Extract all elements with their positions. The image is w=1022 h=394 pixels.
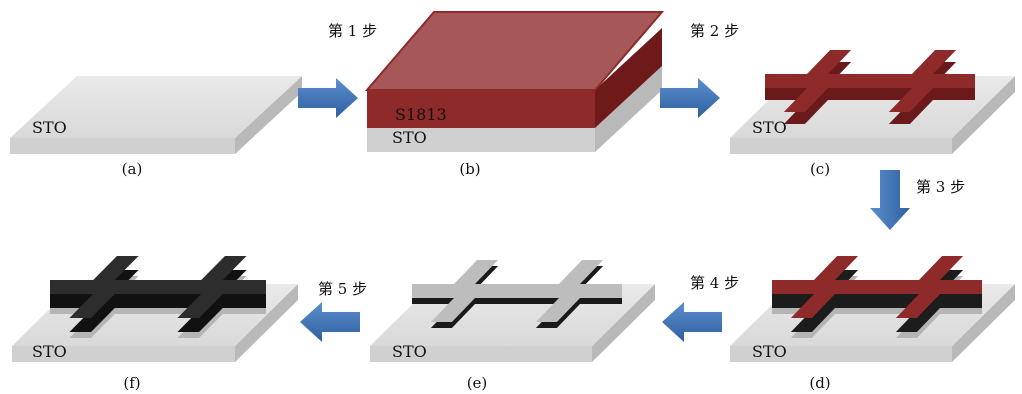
panel-d: STO (d)	[730, 256, 1015, 392]
caption-d: (d)	[809, 374, 830, 392]
panel-a: STO (a)	[10, 76, 302, 178]
resist-on-film-pattern	[772, 256, 982, 338]
panel-c: STO (c)	[730, 50, 1015, 178]
resist-label: S1813	[395, 105, 447, 124]
resist-side	[595, 28, 662, 128]
substrate-label: STO	[392, 342, 427, 361]
substrate-side	[952, 76, 1015, 154]
arrow-step-2	[660, 78, 720, 118]
caption-e: (e)	[467, 374, 488, 392]
caption-a: (a)	[122, 160, 143, 178]
step-3-label: 第 3 步	[916, 178, 965, 196]
step-2-label: 第 2 步	[690, 22, 739, 40]
substrate-side	[235, 284, 298, 362]
film-pattern	[50, 256, 266, 338]
film-pattern	[412, 260, 622, 328]
substrate-front	[730, 138, 952, 154]
arrow-step-5	[300, 302, 360, 342]
panel-e: STO (e)	[370, 260, 655, 392]
step-4-label: 第 4 步	[690, 274, 739, 292]
step-1-label: 第 1 步	[328, 22, 377, 40]
substrate-top	[10, 76, 302, 138]
substrate-label: STO	[392, 128, 427, 147]
substrate-label: STO	[32, 118, 67, 137]
substrate-side	[235, 76, 302, 154]
resist-pattern	[765, 50, 975, 124]
caption-c: (c)	[810, 160, 830, 178]
arrow-step-3	[870, 170, 910, 230]
step-5-label: 第 5 步	[318, 280, 367, 298]
panel-b: S1813 STO (b)	[364, 11, 665, 178]
substrate-front	[12, 346, 235, 362]
substrate-side	[592, 284, 655, 362]
substrate-label: STO	[32, 342, 67, 361]
arrow-step-4	[662, 302, 722, 342]
caption-f: (f)	[123, 374, 140, 392]
panel-f: STO (f)	[12, 256, 298, 392]
substrate-front	[730, 346, 952, 362]
substrate-side	[595, 66, 662, 152]
arrow-step-1	[298, 78, 358, 118]
substrate-front	[367, 128, 595, 152]
substrate-front	[370, 346, 592, 362]
substrate-label: STO	[752, 118, 787, 137]
resist-top	[364, 11, 665, 91]
substrate-front	[10, 138, 235, 154]
substrate-label: STO	[752, 342, 787, 361]
substrate-side	[952, 284, 1015, 362]
caption-b: (b)	[459, 160, 480, 178]
resist-front	[367, 90, 595, 128]
